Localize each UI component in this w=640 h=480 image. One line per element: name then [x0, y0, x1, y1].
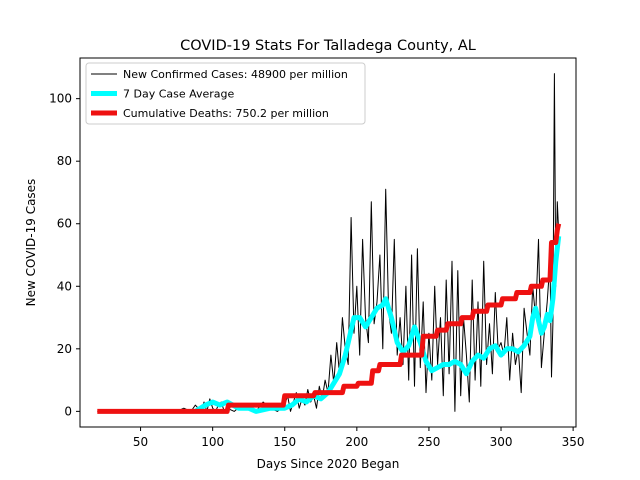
x-tick-label: 50 [133, 435, 148, 449]
y-tick-label: 40 [57, 279, 72, 293]
x-axis: 50 100 150 200 250 300 350 [133, 427, 585, 449]
y-tick-label: 100 [49, 92, 72, 106]
series-line-2 [193, 235, 562, 414]
x-tick-label: 150 [273, 435, 296, 449]
y-axis-label: New COVID-19 Cases [24, 179, 38, 307]
legend-label-3: Cumulative Deaths: 750.2 per million [123, 107, 329, 120]
x-tick-label: 200 [345, 435, 368, 449]
y-tick-label: 20 [57, 342, 72, 356]
legend-box [85, 62, 366, 125]
x-tick-label: 350 [562, 435, 585, 449]
plot-frame [79, 57, 577, 428]
series-layer [97, 73, 562, 414]
y-tick-label: 80 [57, 154, 72, 168]
x-tick-label: 300 [490, 435, 513, 449]
x-tick-label: 250 [417, 435, 440, 449]
legend: New Confirmed Cases: 48900 per million 7 … [85, 62, 366, 125]
y-tick-label: 60 [57, 217, 72, 231]
chart-title: COVID-19 Stats For Talladega County, AL [180, 38, 476, 54]
legend-label-1: New Confirmed Cases: 48900 per million [123, 68, 348, 81]
x-axis-label: Days Since 2020 Began [257, 457, 400, 471]
y-tick-label: 0 [64, 404, 72, 418]
x-tick-label: 100 [201, 435, 224, 449]
series-line-3 [97, 223, 562, 414]
legend-label-2: 7 Day Case Average [123, 88, 235, 101]
y-axis: 0 20 40 60 80 100 [49, 92, 80, 418]
